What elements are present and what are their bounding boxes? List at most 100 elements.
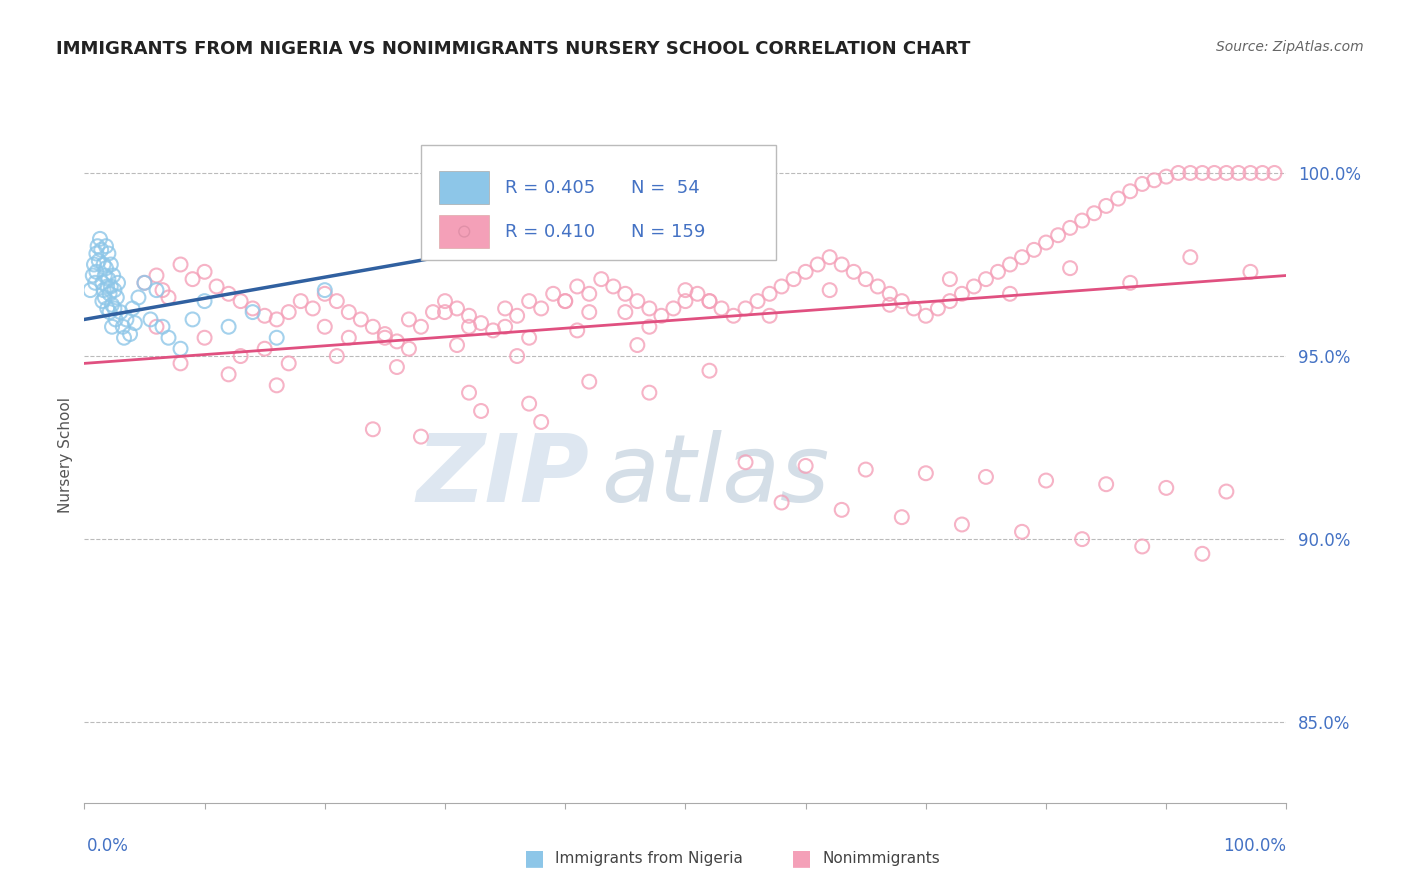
- Point: [398, 312, 420, 326]
- Point: [758, 309, 780, 323]
- Point: [770, 495, 793, 509]
- Point: [134, 276, 156, 290]
- Point: [723, 309, 745, 323]
- Point: [1071, 532, 1094, 546]
- Point: [842, 265, 865, 279]
- Point: [1156, 169, 1178, 184]
- Point: [890, 294, 912, 309]
- Point: [482, 323, 505, 337]
- Point: [98, 286, 121, 301]
- Point: [229, 294, 252, 309]
- Text: R = 0.410: R = 0.410: [505, 223, 595, 241]
- Point: [517, 331, 540, 345]
- Point: [541, 286, 564, 301]
- Point: [915, 467, 938, 481]
- Point: [385, 334, 408, 349]
- Point: [1130, 540, 1153, 554]
- Point: [96, 301, 118, 316]
- Point: [699, 294, 721, 309]
- Point: [903, 301, 925, 316]
- Point: [1180, 250, 1202, 264]
- Point: [101, 319, 124, 334]
- Point: [103, 268, 125, 283]
- Point: [277, 305, 299, 319]
- Point: [94, 268, 117, 283]
- Point: [1119, 276, 1142, 290]
- Point: [1167, 166, 1189, 180]
- Point: [93, 258, 115, 272]
- Text: ■: ■: [792, 848, 811, 868]
- Point: [1022, 243, 1045, 257]
- Point: [94, 239, 117, 253]
- Point: [614, 286, 637, 301]
- Point: [434, 294, 457, 309]
- Point: [770, 279, 793, 293]
- Point: [831, 503, 853, 517]
- Point: [818, 283, 841, 297]
- Point: [998, 258, 1021, 272]
- Point: [169, 356, 191, 370]
- Point: [794, 265, 817, 279]
- Point: [326, 294, 349, 309]
- Point: [1047, 228, 1070, 243]
- Point: [101, 298, 124, 312]
- Point: [350, 312, 373, 326]
- Point: [506, 349, 529, 363]
- Point: [987, 265, 1010, 279]
- Text: N =  54: N = 54: [631, 178, 700, 197]
- Point: [93, 283, 115, 297]
- Point: [277, 356, 299, 370]
- Point: [103, 301, 125, 316]
- Point: [554, 294, 576, 309]
- Point: [1071, 213, 1094, 227]
- Point: [699, 364, 721, 378]
- Point: [794, 458, 817, 473]
- Point: [91, 294, 114, 309]
- Point: [422, 305, 444, 319]
- Point: [290, 294, 312, 309]
- Point: [1251, 166, 1274, 180]
- Point: [152, 283, 174, 297]
- Point: [103, 283, 125, 297]
- Point: [626, 294, 648, 309]
- Point: [385, 359, 408, 374]
- Text: N = 159: N = 159: [631, 223, 706, 241]
- Text: Source: ZipAtlas.com: Source: ZipAtlas.com: [1216, 40, 1364, 54]
- Point: [734, 301, 756, 316]
- Text: atlas: atlas: [602, 430, 830, 521]
- Point: [939, 294, 962, 309]
- Point: [124, 316, 146, 330]
- Point: [1263, 166, 1285, 180]
- Point: [1191, 166, 1213, 180]
- Point: [879, 286, 901, 301]
- Point: [242, 305, 264, 319]
- Point: [1130, 177, 1153, 191]
- Text: ■: ■: [524, 848, 544, 868]
- Point: [807, 258, 830, 272]
- Point: [638, 301, 661, 316]
- Point: [974, 470, 997, 484]
- Point: [699, 294, 721, 309]
- Point: [578, 305, 600, 319]
- Point: [94, 261, 117, 276]
- Point: [145, 283, 167, 297]
- Point: [83, 258, 105, 272]
- Point: [118, 327, 141, 342]
- Point: [458, 319, 481, 334]
- Point: [98, 305, 121, 319]
- Point: [314, 283, 336, 297]
- Point: [94, 290, 117, 304]
- FancyBboxPatch shape: [439, 171, 489, 204]
- Point: [139, 312, 162, 326]
- Point: [675, 283, 697, 297]
- Point: [638, 385, 661, 400]
- Point: [494, 319, 516, 334]
- Point: [111, 319, 134, 334]
- Point: [337, 305, 360, 319]
- Point: [145, 268, 167, 283]
- Point: [927, 301, 949, 316]
- Point: [1035, 235, 1057, 250]
- Point: [374, 327, 396, 342]
- Text: 100.0%: 100.0%: [1223, 837, 1286, 855]
- Y-axis label: Nursery School: Nursery School: [58, 397, 73, 513]
